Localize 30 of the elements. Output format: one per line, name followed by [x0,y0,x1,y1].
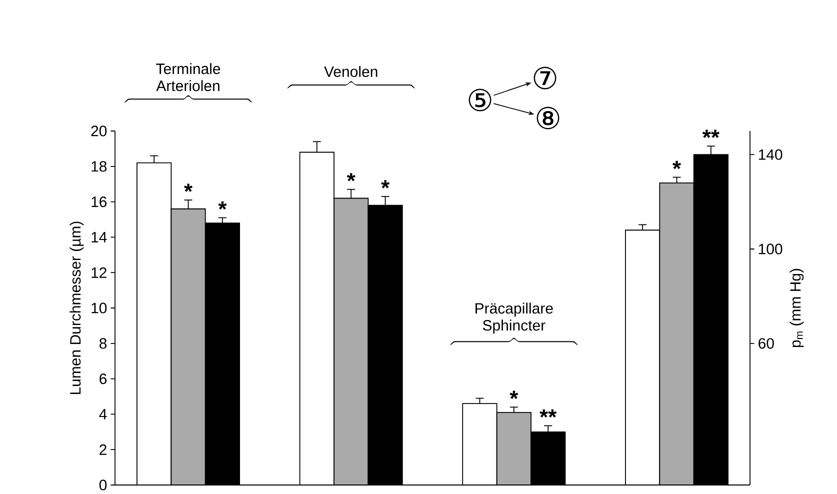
y2-axis-title: p$_{m}$ (mm Hg) [790,269,804,348]
y-tick-label: 20 [91,126,107,136]
y2-tick-label: 100 [758,244,782,254]
data-label: * [510,390,518,400]
text: ⑧ [536,106,560,130]
y-tick-label: 6 [100,374,107,384]
y-axis-title: Lumen Durchmesser (µm) [70,222,84,394]
data-label: ** [702,130,720,138]
y-tick-label: 18 [92,161,107,172]
y2-tick-label: 60 [758,338,774,349]
data-label: * [218,202,227,210]
y-tick-label: 0 [99,480,107,490]
y-tick-label: 10 [92,302,107,314]
y-tick-label: 16 [92,196,107,208]
x-tick-label: Venolen [324,66,378,78]
y-tick-label: 8 [100,338,107,349]
x-tick-label: Präcapillare Sphincter [476,302,553,334]
y-tick-label: 2 [100,444,106,456]
data-label: * [184,184,193,192]
y-tick-label: 12 [92,268,106,278]
data-label: * [346,173,356,182]
text: ⑦ [534,66,556,90]
data-label: * [672,161,682,170]
text: ⑤ [468,88,492,112]
y-tick-label: 4 [99,409,107,420]
y2-tick-label: 140 [758,149,782,160]
data-label: ** [540,410,557,418]
y-tick-label: 14 [92,232,107,243]
x-tick-label: Terminale Arteriolen [156,63,220,92]
data-label: * [381,180,390,189]
